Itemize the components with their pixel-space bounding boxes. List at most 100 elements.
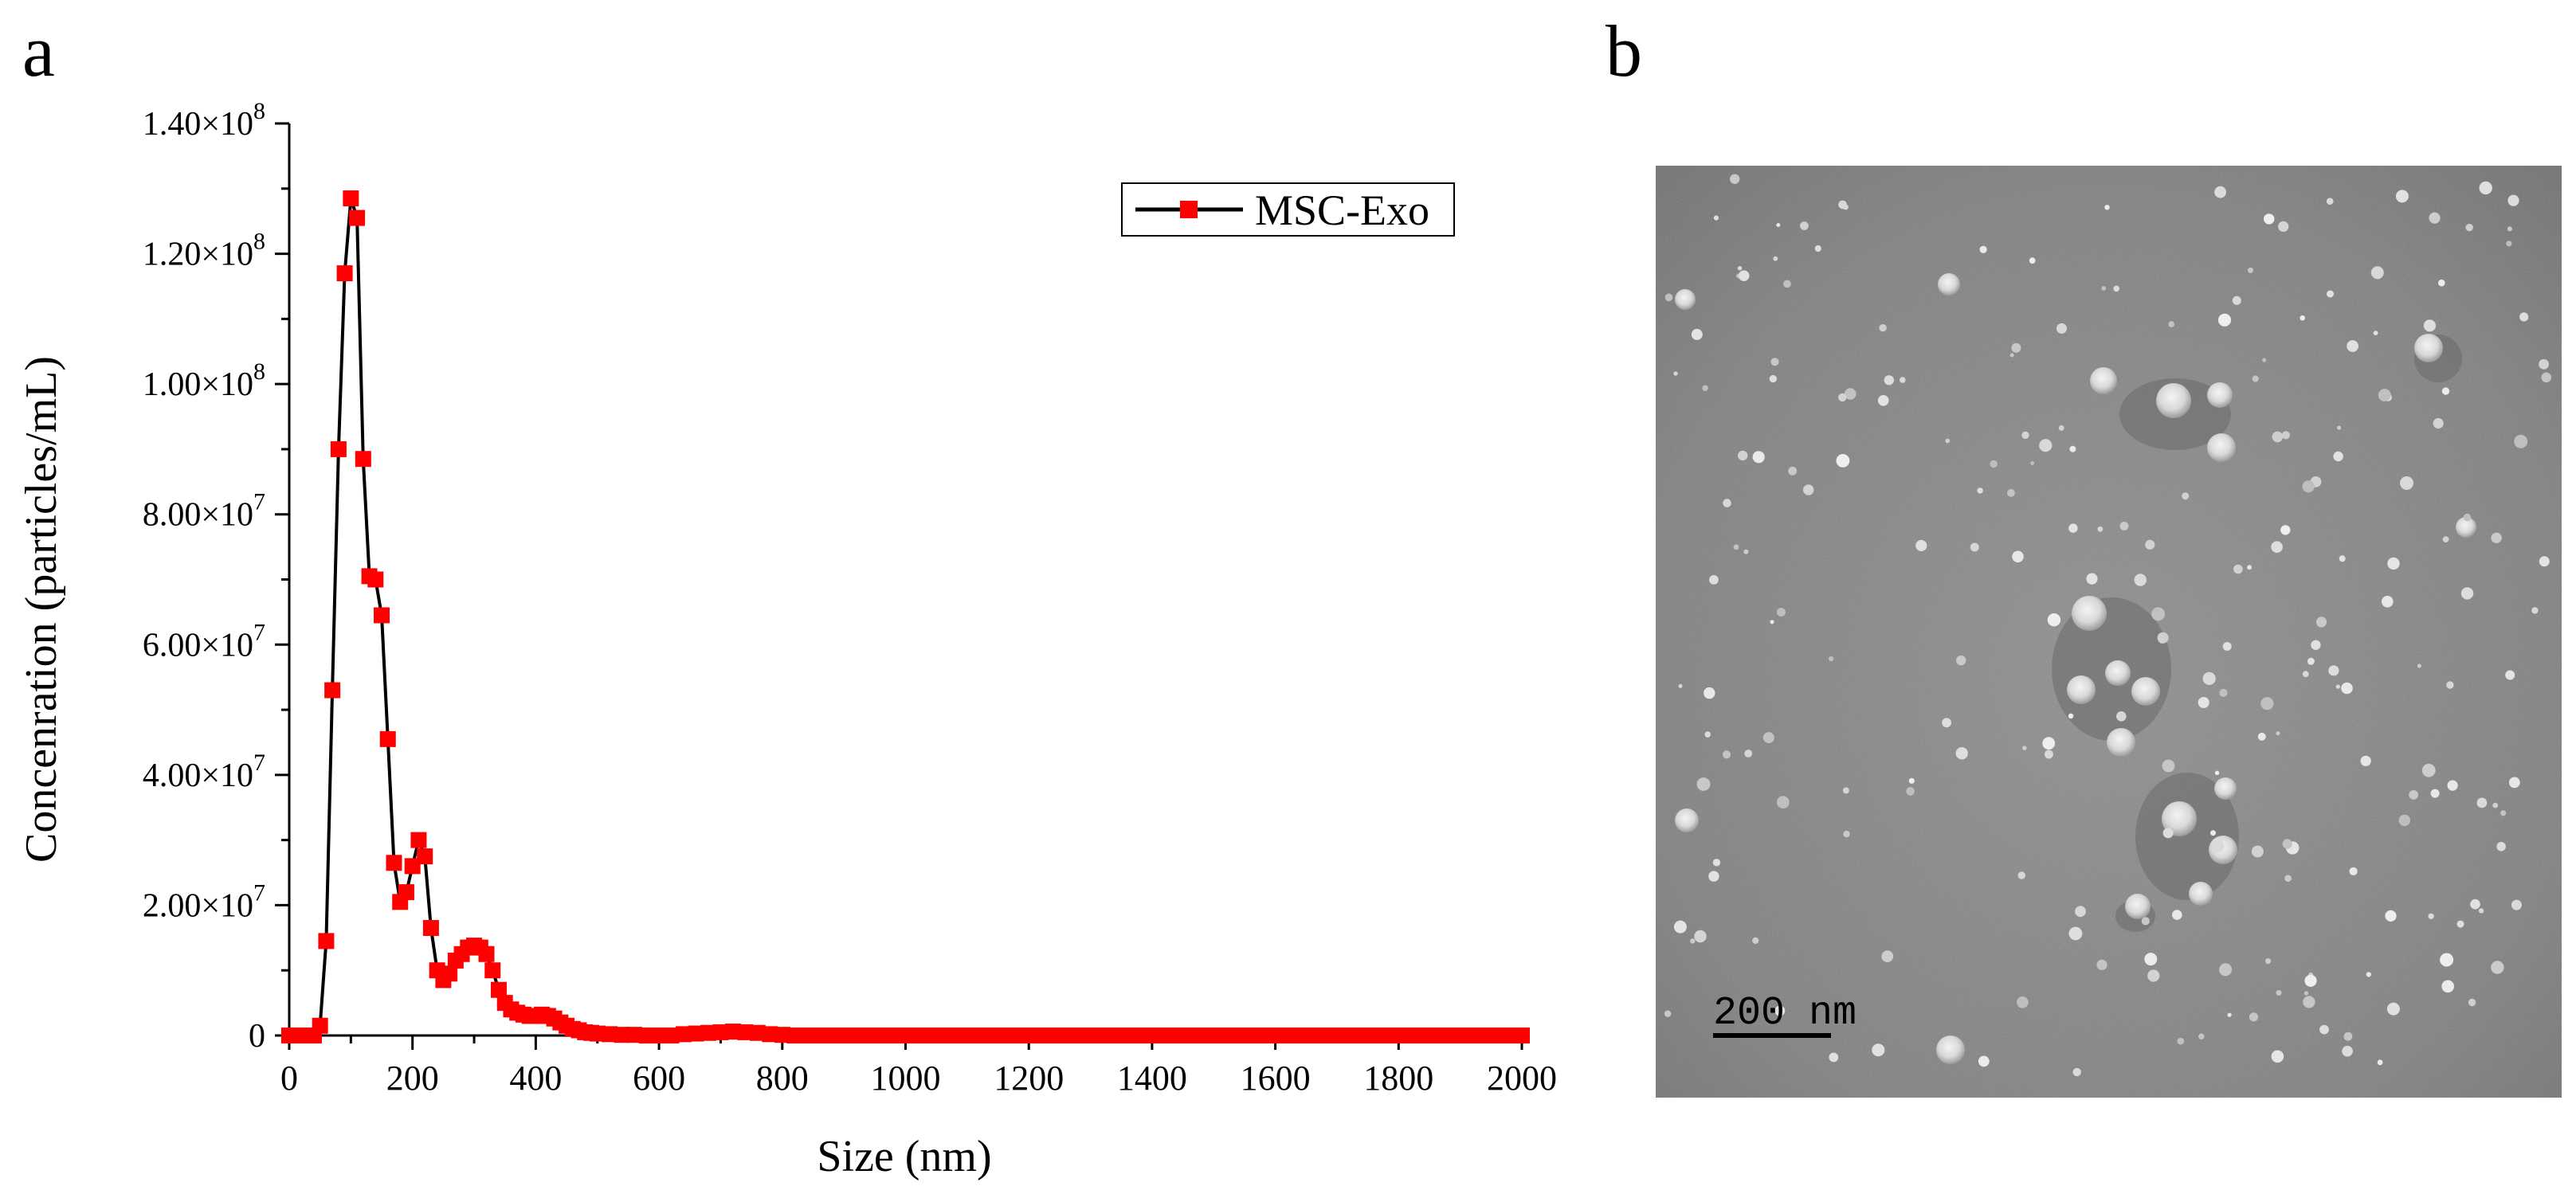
particle bbox=[2385, 910, 2397, 922]
data-point-marker bbox=[934, 1028, 951, 1043]
data-point-marker bbox=[811, 1028, 828, 1043]
data-point-marker bbox=[478, 945, 495, 962]
y-tick-label: 1.20×108 bbox=[143, 229, 265, 273]
particle bbox=[2042, 737, 2056, 750]
data-point-marker bbox=[626, 1027, 643, 1043]
data-point-marker bbox=[330, 440, 347, 457]
particle bbox=[2311, 640, 2321, 650]
particle bbox=[2460, 587, 2474, 600]
particle bbox=[2147, 969, 2160, 982]
particle bbox=[2068, 926, 2083, 941]
y-tick-label: 6.00×107 bbox=[143, 619, 265, 664]
data-point-marker bbox=[1316, 1028, 1333, 1043]
particle bbox=[2157, 632, 2169, 644]
particle bbox=[1979, 245, 1987, 253]
particle bbox=[1712, 859, 1721, 867]
particle bbox=[2370, 266, 2384, 280]
legend-marker-sample bbox=[1180, 201, 1198, 218]
particle bbox=[2271, 541, 2283, 553]
particle bbox=[2506, 241, 2512, 247]
particle bbox=[2505, 670, 2515, 680]
particle bbox=[2337, 425, 2342, 430]
particle bbox=[2101, 286, 2107, 291]
particle bbox=[1769, 374, 1777, 383]
particle bbox=[2341, 682, 2353, 695]
data-point-marker bbox=[1057, 1028, 1074, 1043]
particle bbox=[2044, 750, 2053, 759]
data-point-marker bbox=[1242, 1028, 1259, 1043]
particle bbox=[2104, 205, 2110, 210]
particle bbox=[2347, 340, 2359, 352]
particle bbox=[2168, 321, 2174, 327]
particle bbox=[2056, 323, 2067, 334]
panel-a-label: a bbox=[22, 10, 55, 92]
data-point-marker bbox=[947, 1028, 963, 1043]
particle bbox=[2541, 372, 2552, 383]
particle bbox=[1702, 385, 1708, 391]
particle bbox=[2514, 434, 2528, 448]
size-distribution-chart: 0 200 400 600 800 1000 1200 1400 1600 1800 2000 0 2… bbox=[17, 98, 1557, 1181]
data-point-marker bbox=[1033, 1028, 1049, 1043]
y-tick-label: 8.00×107 bbox=[143, 489, 265, 534]
particle bbox=[2282, 839, 2292, 849]
particle bbox=[2280, 525, 2291, 535]
data-point-marker bbox=[1427, 1028, 1444, 1043]
x-axis-label: Size (nm) bbox=[817, 1132, 991, 1181]
particle bbox=[2247, 565, 2253, 570]
data-point-marker bbox=[700, 1024, 716, 1041]
vesicle bbox=[2105, 660, 2131, 686]
data-point-marker bbox=[996, 1028, 1013, 1043]
data-point-marker bbox=[1328, 1028, 1345, 1043]
particle bbox=[1978, 1055, 1990, 1067]
particle bbox=[1723, 499, 1731, 507]
particle bbox=[2021, 431, 2029, 439]
particle bbox=[2470, 898, 2480, 910]
data-point-marker bbox=[1280, 1028, 1296, 1043]
data-point-marker bbox=[1156, 1028, 1173, 1043]
data-point-marker bbox=[737, 1024, 754, 1040]
particle bbox=[2303, 996, 2315, 1008]
data-point-marker bbox=[1230, 1028, 1247, 1043]
data-point-marker bbox=[688, 1025, 704, 1042]
x-axis-ticks: 0 200 400 600 800 1000 1200 1400 1600 1800 2000 bbox=[280, 1035, 1557, 1098]
data-point-marker bbox=[1452, 1028, 1468, 1043]
particle bbox=[1673, 371, 1678, 376]
data-point-marker bbox=[1378, 1028, 1394, 1043]
particle bbox=[1770, 620, 1774, 624]
data-point-marker bbox=[1255, 1028, 1272, 1043]
x-tick-label: 1000 bbox=[871, 1059, 941, 1098]
data-point-marker bbox=[1045, 1028, 1062, 1043]
tem-micrograph: 200 nm bbox=[1656, 166, 2562, 1098]
particle bbox=[1738, 270, 1750, 282]
data-point-marker bbox=[959, 1028, 975, 1043]
particle bbox=[2463, 513, 2472, 522]
particle bbox=[2496, 842, 2506, 851]
x-tick-label: 1200 bbox=[994, 1059, 1064, 1098]
particle bbox=[2251, 845, 2264, 858]
particle bbox=[1752, 937, 1759, 944]
particle bbox=[2300, 315, 2305, 321]
particle bbox=[1945, 438, 1951, 444]
particle bbox=[2281, 431, 2290, 440]
particle bbox=[2141, 917, 2150, 926]
particle bbox=[2068, 713, 2074, 719]
particle bbox=[2539, 556, 2550, 567]
data-point-marker bbox=[312, 1017, 328, 1034]
data-point-marker bbox=[1217, 1028, 1234, 1043]
particle bbox=[1744, 750, 1753, 758]
particle bbox=[1773, 256, 1778, 261]
data-point-marker bbox=[651, 1028, 668, 1043]
particle bbox=[1906, 787, 1915, 796]
data-point-marker bbox=[398, 884, 414, 901]
particle bbox=[2343, 1032, 2353, 1041]
particle bbox=[1872, 1043, 1885, 1057]
data-point-marker bbox=[1070, 1028, 1087, 1043]
data-point-marker bbox=[1131, 1028, 1148, 1043]
particle bbox=[1879, 324, 1887, 332]
particle bbox=[2249, 1012, 2259, 1022]
particle bbox=[2202, 671, 2216, 686]
particle bbox=[1900, 377, 1906, 383]
particle bbox=[2442, 536, 2449, 542]
particle bbox=[2441, 980, 2454, 993]
particle bbox=[1783, 280, 1791, 288]
